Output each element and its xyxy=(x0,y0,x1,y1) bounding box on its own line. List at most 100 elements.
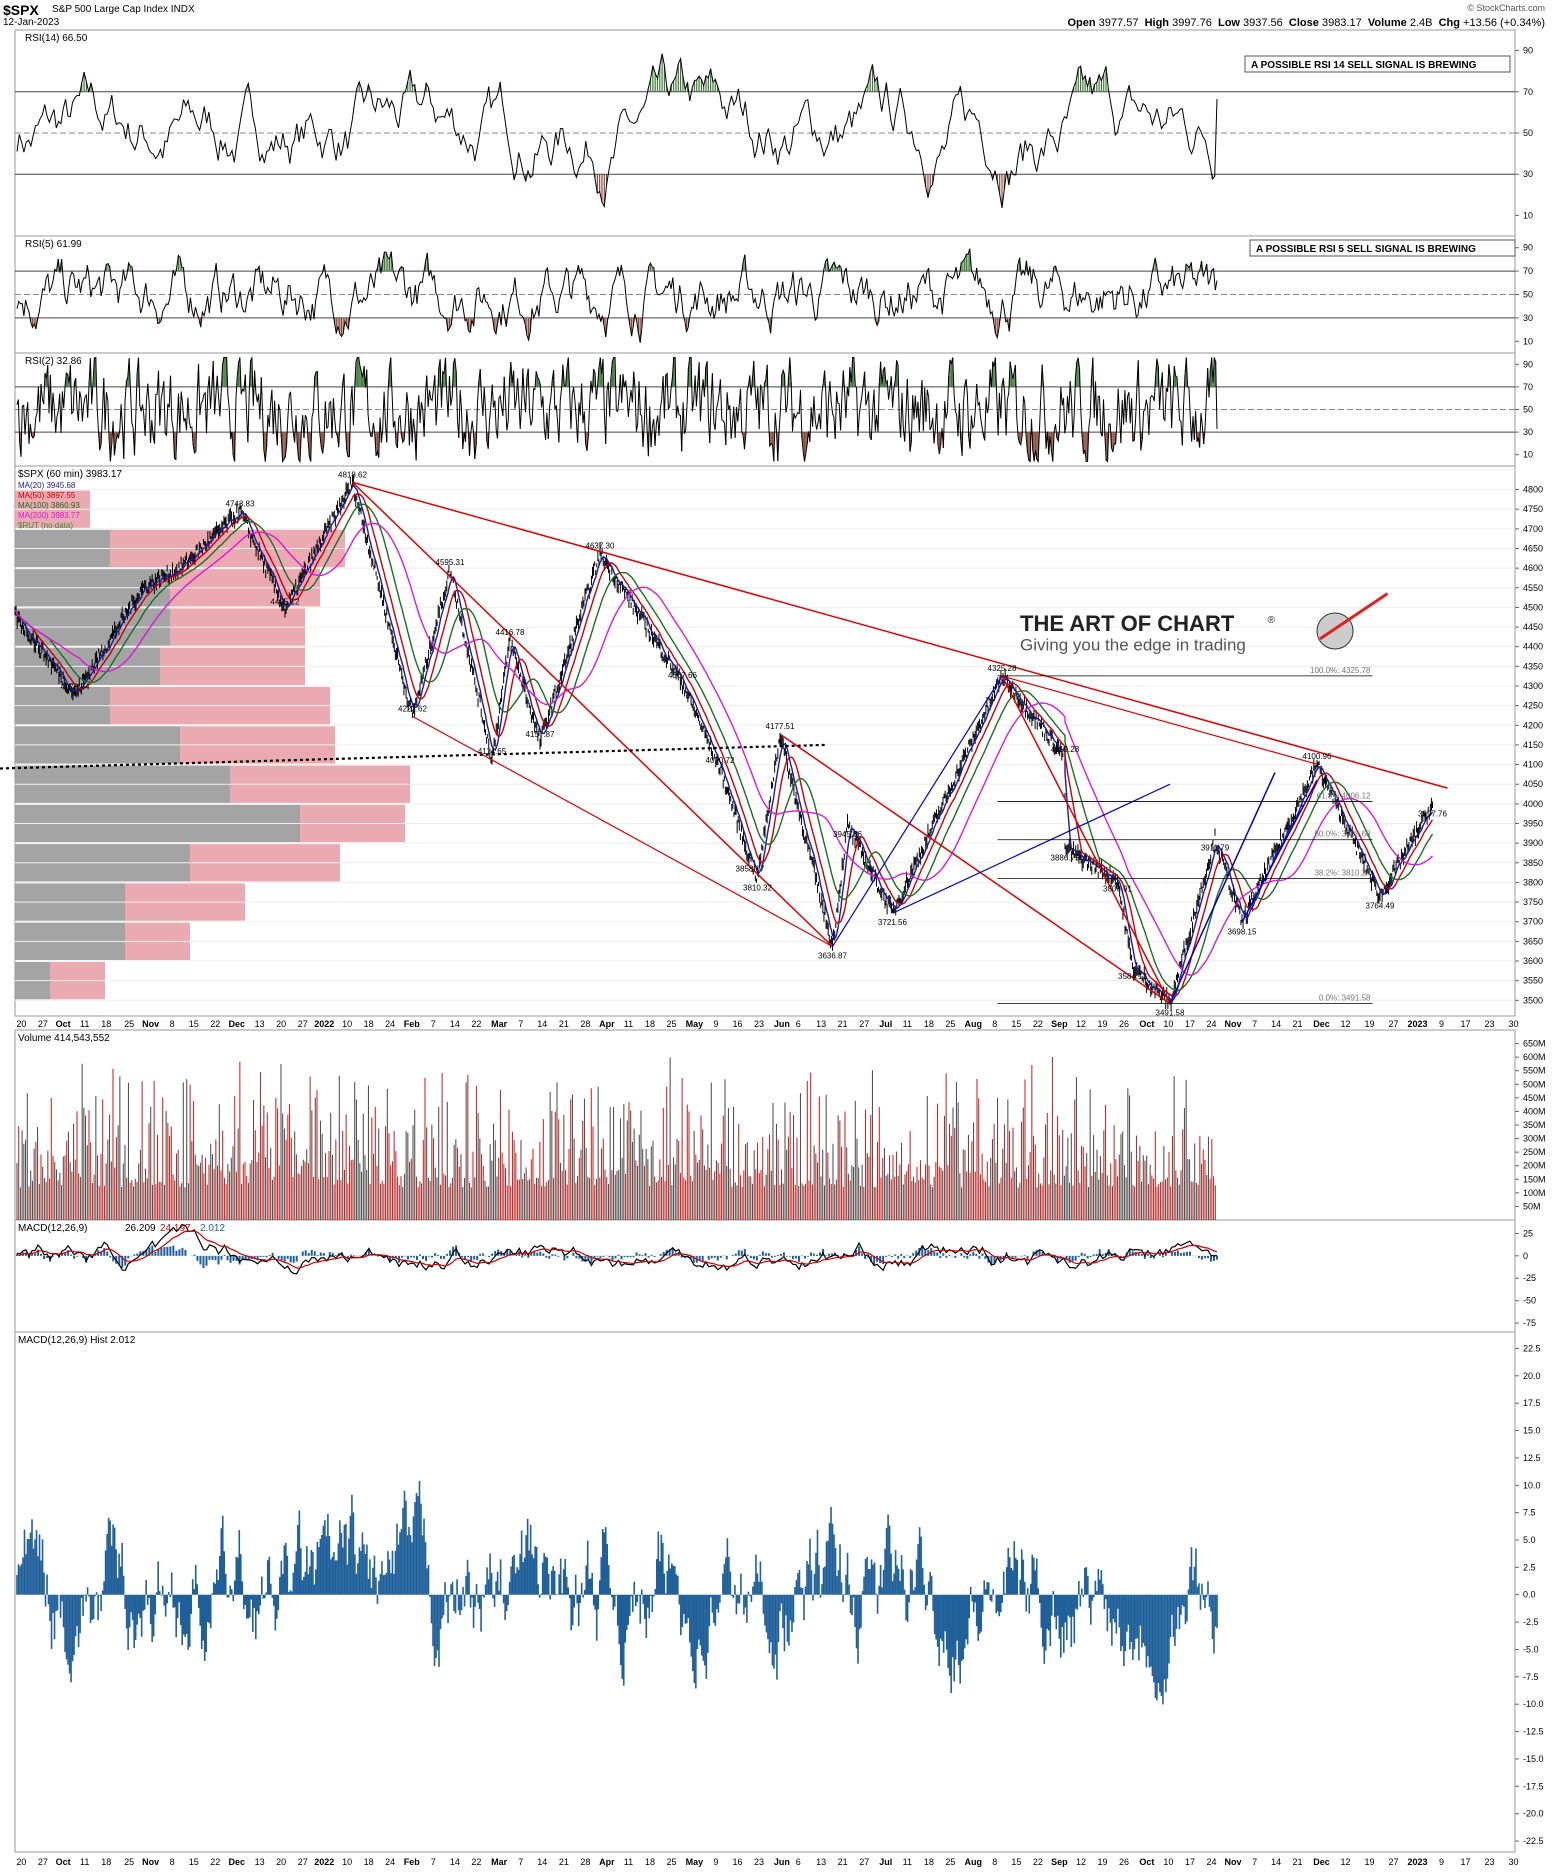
x-tick-label: 27 xyxy=(1388,1857,1398,1867)
x-tick-label: 27 xyxy=(1388,1019,1398,1029)
x-tick-label: 21 xyxy=(838,1019,848,1029)
x-tick-label: 16 xyxy=(732,1019,742,1029)
y-tick-label: 4000 xyxy=(1523,799,1543,809)
x-tick-label: 17 xyxy=(1185,1857,1195,1867)
x-tick-label: 19 xyxy=(1364,1857,1374,1867)
x-tick-label: Feb xyxy=(404,1019,421,1029)
y-tick-label: 350M xyxy=(1523,1120,1546,1130)
y-tick-label: -22.5 xyxy=(1523,1836,1544,1846)
macd-hist-value: 2.012 xyxy=(200,1223,225,1234)
annotation-text: A POSSIBLE RSI 14 SELL SIGNAL IS BREWING xyxy=(1251,60,1477,71)
x-tick-label: 23 xyxy=(754,1019,764,1029)
y-tick-label: -5.0 xyxy=(1523,1644,1539,1654)
x-tick-label: 18 xyxy=(924,1857,934,1867)
macd-signal-line xyxy=(16,1230,1218,1269)
panel-frame-macd xyxy=(14,1219,1516,1333)
x-tick-label: Oct xyxy=(56,1857,71,1867)
annotation-text: A POSSIBLE RSI 5 SELL SIGNAL IS BREWING xyxy=(1256,244,1476,255)
x-tick-label: 30 xyxy=(1508,1019,1518,1029)
pivot-label: 4119.28 xyxy=(1051,745,1080,754)
y-tick-label: 3550 xyxy=(1523,976,1543,986)
annotation-box xyxy=(1244,55,1511,73)
y-tick-label: 7.5 xyxy=(1523,1508,1536,1518)
y-tick-label: 2.5 xyxy=(1523,1562,1536,1572)
x-tick-label: 18 xyxy=(645,1857,655,1867)
x-tick-label: 20 xyxy=(16,1857,26,1867)
x-tick-label: 12 xyxy=(1076,1857,1086,1867)
x-tick-label: 14 xyxy=(537,1857,547,1867)
x-tick-label: 22 xyxy=(210,1019,220,1029)
y-tick-label: 30 xyxy=(1523,169,1533,179)
y-tick-label: 4150 xyxy=(1523,740,1543,750)
pivot-label: 4100.96 xyxy=(1303,752,1332,761)
x-tick-label: 10 xyxy=(1163,1019,1173,1029)
x-tick-label: 21 xyxy=(838,1857,848,1867)
panel-frame-macd_hist xyxy=(14,1331,1516,1853)
x-tick-label: Oct xyxy=(56,1019,71,1029)
chart-header: $SPX S&P 500 Large Cap Index INDX 12-Jan… xyxy=(0,0,1565,30)
pivot-label: 4278.94 xyxy=(61,682,90,691)
y-tick-label: 90 xyxy=(1523,243,1533,253)
rsi-label: RSI(5) 61.99 xyxy=(25,239,82,250)
y-tick-label: -7.5 xyxy=(1523,1672,1539,1682)
x-tick-label: 13 xyxy=(816,1857,826,1867)
annotation-box xyxy=(1249,239,1516,257)
x-tick-label: 22 xyxy=(471,1857,481,1867)
x-tick-label: Oct xyxy=(1139,1019,1154,1029)
y-tick-label: 600M xyxy=(1523,1052,1546,1062)
pivot-label: 4157.87 xyxy=(526,730,555,739)
rsi-line xyxy=(16,248,1218,343)
y-tick-label: 22.5 xyxy=(1523,1343,1541,1353)
y-tick-label: 4250 xyxy=(1523,701,1543,711)
x-tick-label: 10 xyxy=(342,1857,352,1867)
x-tick-label: 2022 xyxy=(314,1019,334,1029)
x-tick-label: 21 xyxy=(1292,1019,1302,1029)
x-tick-label: Dec xyxy=(1313,1019,1330,1029)
rsi-line xyxy=(16,356,1218,464)
y-tick-label: 500M xyxy=(1523,1079,1546,1089)
x-tick-label: 15 xyxy=(189,1019,199,1029)
x-tick-label: 24 xyxy=(1207,1857,1217,1867)
x-tick-label: 13 xyxy=(255,1019,265,1029)
pivot-label: 4595.31 xyxy=(436,558,465,567)
x-tick-label: Nov xyxy=(142,1857,159,1867)
y-tick-label: 30 xyxy=(1523,313,1533,323)
ma100-line xyxy=(15,503,1434,992)
x-tick-label: Jul xyxy=(879,1019,892,1029)
x-tick-label: 23 xyxy=(754,1857,764,1867)
y-tick-label: 20.0 xyxy=(1523,1371,1541,1381)
x-tick-label: 9 xyxy=(713,1019,718,1029)
x-tick-label: 27 xyxy=(298,1019,308,1029)
y-tick-label: -17.5 xyxy=(1523,1781,1544,1791)
volume-value: 2.4B xyxy=(1409,17,1433,29)
x-tick-label: Sep xyxy=(1051,1019,1068,1029)
x-tick-label: 24 xyxy=(385,1857,395,1867)
macd-label: MACD(12,26,9) xyxy=(18,1223,87,1234)
x-tick-label: 11 xyxy=(903,1857,912,1867)
y-tick-label: 3650 xyxy=(1523,936,1543,946)
pivot-label: 3911.79 xyxy=(1201,844,1230,853)
x-tick-label: 15 xyxy=(1011,1857,1021,1867)
fib-label: 100.0%: 4325.78 xyxy=(1310,666,1371,675)
pivot-label: 3997.76 xyxy=(1418,810,1447,819)
x-tick-label: May xyxy=(686,1019,704,1029)
y-tick-label: 10.0 xyxy=(1523,1480,1541,1490)
symbol-name: S&P 500 Large Cap Index INDX xyxy=(52,4,195,15)
x-tick-label: 28 xyxy=(580,1857,590,1867)
rsi-label: RSI(14) 66.50 xyxy=(25,33,88,44)
y-tick-label: -15.0 xyxy=(1523,1754,1544,1764)
pivot-label: 3810.32 xyxy=(743,883,772,892)
pivot-label: 4637.30 xyxy=(586,541,615,550)
x-tick-label: 11 xyxy=(903,1019,912,1029)
rsi-label: RSI(2) 32.86 xyxy=(25,356,82,367)
x-tick-label: 17 xyxy=(1460,1019,1470,1029)
channel-line xyxy=(779,733,1171,1005)
y-tick-label: 550M xyxy=(1523,1066,1546,1076)
legend-entry: $RUT (no data) xyxy=(18,521,73,530)
x-tick-label: 7 xyxy=(1252,1857,1257,1867)
watermark-title: THE ART OF CHART xyxy=(1020,611,1235,636)
fib-label: 38.2%: 3810.24 xyxy=(1314,868,1371,877)
x-tick-label: 2023 xyxy=(1407,1019,1427,1029)
x-tick-label: 30 xyxy=(1508,1857,1518,1867)
y-tick-label: 0.0 xyxy=(1523,1590,1536,1600)
